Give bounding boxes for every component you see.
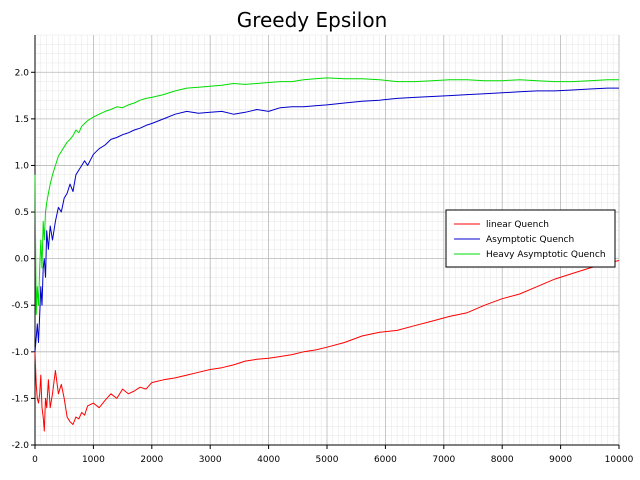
x-tick-label: 5000 (316, 455, 339, 465)
y-tick-label: 0.5 (15, 208, 29, 218)
x-tick-label: 8000 (491, 455, 514, 465)
legend-label: linear Quench (486, 220, 549, 230)
x-tick-label: 0 (32, 455, 38, 465)
y-tick-label: 1.0 (15, 161, 30, 171)
y-tick-label: 2.0 (15, 68, 30, 78)
chart-title: Greedy Epsilon (237, 8, 388, 32)
x-tick-label: 7000 (432, 455, 455, 465)
y-tick-label: -1.0 (11, 348, 29, 358)
x-tick-label: 4000 (257, 455, 280, 465)
x-tick-label: 10000 (605, 455, 634, 465)
series-group (34, 77, 620, 432)
legend: linear Quench Asymptotic Quench Heavy Asym… (445, 209, 616, 268)
y-tick-label: -1.5 (11, 394, 29, 404)
y-tick-label: 0.0 (15, 255, 30, 265)
y-tick-label: 1.5 (15, 115, 29, 125)
y-tick-label: -2.0 (11, 441, 29, 451)
legend-label: Heavy Asymptotic Quench (486, 250, 606, 260)
series-line-2 (34, 87, 619, 352)
y-axis-ticks: -2.0 -1.5 -1.0 -0.5 0.0 0.5 1.0 1.5 2.0 (11, 68, 35, 451)
x-tick-label: 6000 (374, 455, 397, 465)
x-tick-label: 9000 (549, 455, 572, 465)
x-tick-label: 1000 (82, 455, 105, 465)
series-line-3 (34, 77, 619, 315)
x-tick-label: 3000 (199, 455, 222, 465)
y-tick-label: -0.5 (11, 301, 29, 311)
legend-label: Asymptotic Quench (486, 235, 574, 245)
series-line-1 (34, 260, 620, 432)
x-axis-ticks: 0 1000 2000 3000 4000 5000 6000 7000 8000 9000 100… (32, 445, 634, 465)
x-tick-label: 2000 (140, 455, 163, 465)
